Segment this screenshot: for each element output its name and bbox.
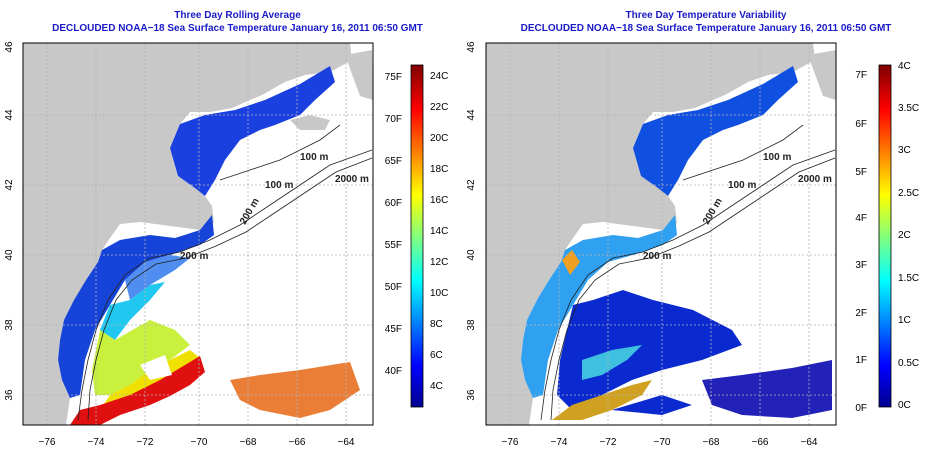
y-tick-label: 44 — [466, 109, 477, 121]
map-area: 100 m 100 m 200 m 2000 m 200 m — [486, 43, 836, 425]
colorbar-label: 1F — [855, 355, 867, 366]
y-tick-label: 46 — [4, 41, 15, 53]
panel-title: Three Day Rolling Average — [174, 10, 301, 21]
contour-label: 200 m — [643, 251, 671, 262]
colorbar-label: 3C — [898, 145, 911, 156]
shelf-water-cold — [170, 66, 335, 196]
colorbar-celsius-labels: 24C 22C 20C 18C 16C 14C 12C 10C 8C 6C 4C — [430, 71, 448, 392]
y-axis: 36 38 40 42 44 46 — [466, 41, 477, 401]
colorbar-label: 22C — [430, 102, 448, 113]
colorbar-label: 16C — [430, 195, 448, 206]
panel-title: Three Day Temperature Variability — [625, 10, 787, 21]
sst-variability-panel: Three Day Temperature Variability DECLOU… — [462, 0, 950, 475]
x-tick-label: −74 — [88, 437, 105, 448]
y-tick-label: 38 — [4, 319, 15, 331]
depth-contours — [77, 124, 373, 421]
sst-average-panel: Three Day Rolling Average DECLOUDED NOAA… — [4, 10, 448, 448]
colorbar-label: 65F — [385, 156, 402, 167]
x-tick-label: −70 — [191, 437, 208, 448]
contour-label: 100 m — [265, 180, 293, 191]
x-tick-label: −72 — [137, 437, 154, 448]
colorbar-label: 40F — [385, 366, 402, 377]
colorbar-label: 14C — [430, 226, 448, 237]
colorbar-label: 2.5C — [898, 188, 919, 199]
colorbar-fahrenheit-labels: 7F 6F 5F 4F 3F 2F 1F 0F — [855, 70, 867, 414]
colorbar-label: 5F — [855, 167, 867, 178]
x-tick-label: −68 — [240, 437, 257, 448]
land-mass — [486, 43, 815, 425]
colorbar-label: 3.5C — [898, 103, 919, 114]
colorbar-label: 4F — [855, 213, 867, 224]
land-mass — [23, 43, 352, 425]
y-tick-label: 42 — [466, 179, 477, 191]
contour-label: 2000 m — [798, 174, 832, 185]
depth-contours — [540, 124, 836, 421]
map-area: 100 m 100 m 200 m 2000 m 200 m — [23, 43, 373, 425]
colorbar-label: 0C — [898, 400, 911, 411]
x-tick-label: −66 — [752, 437, 769, 448]
x-tick-label: −64 — [338, 437, 355, 448]
y-tick-label: 44 — [4, 109, 15, 121]
y-tick-label: 36 — [466, 389, 477, 401]
x-tick-label: −68 — [703, 437, 720, 448]
y-tick-label: 46 — [466, 41, 477, 53]
colorbar — [410, 64, 424, 408]
contour-label: 200 m — [180, 251, 208, 262]
y-tick-label: 42 — [4, 179, 15, 191]
y-tick-label: 40 — [4, 249, 15, 261]
colorbar-label: 1C — [898, 315, 911, 326]
x-tick-label: −70 — [654, 437, 671, 448]
panel-subtitle: DECLOUDED NOAA−18 Sea Surface Temperatur… — [52, 23, 423, 34]
colorbar-label: 75F — [385, 72, 402, 83]
colorbar-label: 4C — [430, 381, 443, 392]
sst-average-figure: 100 m 100 m 200 m 2000 m 200 m −76 −74 −… — [4, 41, 448, 448]
colorbar-label: 3F — [855, 260, 867, 271]
colorbar-label: 24C — [430, 71, 448, 82]
contour-label: 2000 m — [335, 174, 369, 185]
colorbar-label: 7F — [855, 70, 867, 81]
y-axis: 36 38 40 42 44 46 — [4, 41, 15, 401]
colorbar-label: 70F — [385, 114, 402, 125]
colorbar — [878, 64, 892, 408]
colorbar-label: 10C — [430, 288, 448, 299]
colorbar-label: 2F — [855, 308, 867, 319]
colorbar-label: 50F — [385, 282, 402, 293]
colorbar-label: 20C — [430, 133, 448, 144]
y-tick-label: 40 — [466, 249, 477, 261]
colorbar-label: 4C — [898, 61, 911, 72]
colorbar-label: 55F — [385, 240, 402, 251]
colorbar-fahrenheit-labels: 75F 70F 65F 60F 55F 50F 45F 40F — [385, 72, 402, 377]
colorbar-label: 18C — [430, 164, 448, 175]
x-tick-label: −72 — [600, 437, 617, 448]
sst-variability-figure: 100 m 100 m 200 m 2000 m 200 m −76 −74 −… — [466, 41, 919, 448]
colorbar-label: 1.5C — [898, 273, 919, 284]
colorbar-label: 0F — [855, 403, 867, 414]
colorbar-label: 6F — [855, 119, 867, 130]
x-tick-label: −76 — [502, 437, 519, 448]
panel-subtitle: DECLOUDED NOAA−18 Sea Surface Temperatur… — [520, 23, 892, 34]
colorbar-label: 0.5C — [898, 358, 919, 369]
colorbar-label: 12C — [430, 257, 448, 268]
colorbar-celsius-labels: 4C 3.5C 3C 2.5C 2C 1.5C 1C 0.5C 0C — [898, 61, 919, 411]
x-tick-label: −76 — [39, 437, 56, 448]
colorbar-label: 2C — [898, 230, 911, 241]
y-tick-label: 38 — [466, 319, 477, 331]
y-tick-label: 36 — [4, 389, 15, 401]
x-axis: −76 −74 −72 −70 −68 −66 −64 — [502, 437, 818, 448]
colorbar-label: 60F — [385, 198, 402, 209]
contour-label: 100 m — [763, 152, 791, 163]
x-tick-label: −64 — [801, 437, 818, 448]
map-frame — [22, 42, 374, 426]
colorbar-label: 45F — [385, 324, 402, 335]
colorbar-label: 6C — [430, 350, 443, 361]
x-tick-label: −74 — [551, 437, 568, 448]
contour-label: 100 m — [300, 152, 328, 163]
x-axis: −76 −74 −72 −70 −68 −66 −64 — [39, 437, 355, 448]
contour-label: 100 m — [728, 180, 756, 191]
x-tick-label: −66 — [289, 437, 306, 448]
map-frame — [485, 42, 837, 426]
colorbar-label: 8C — [430, 319, 443, 330]
